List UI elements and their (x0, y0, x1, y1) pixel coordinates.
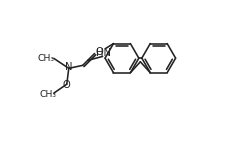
Text: CH₃: CH₃ (39, 90, 56, 99)
Text: HN: HN (96, 49, 110, 58)
Text: O: O (63, 80, 70, 90)
Text: CH₃: CH₃ (37, 54, 54, 63)
Text: O: O (95, 48, 103, 57)
Text: N: N (65, 62, 72, 72)
